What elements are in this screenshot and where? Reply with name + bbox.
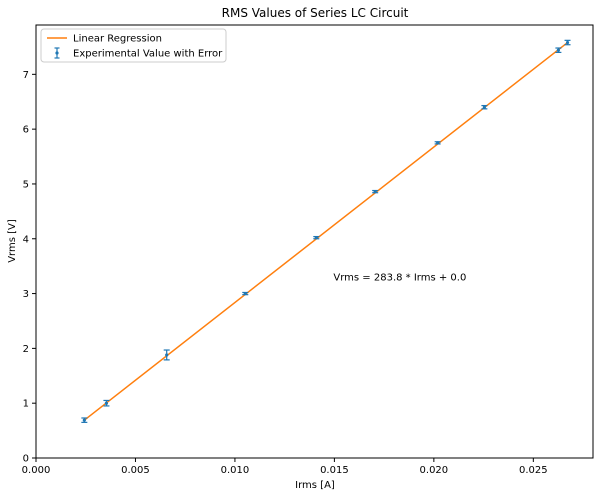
x-tick-label: 0.015 xyxy=(320,465,349,476)
x-tick-label: 0.025 xyxy=(519,465,548,476)
data-point xyxy=(436,141,440,145)
y-tick-label: 0 xyxy=(23,454,29,465)
x-tick-label: 0.010 xyxy=(221,465,250,476)
legend: Linear Regression Experimental Value with… xyxy=(40,28,227,63)
data-point xyxy=(243,291,247,296)
plot-frame xyxy=(35,24,594,459)
y-tick-label: 4 xyxy=(23,234,29,245)
regression-equation: Vrms = 283.8 * Irms + 0.0 xyxy=(333,273,466,284)
data-point xyxy=(373,190,377,194)
legend-label: Experimental Value with Error xyxy=(73,49,223,60)
legend-box xyxy=(40,28,227,63)
data-point xyxy=(82,418,86,422)
x-tick-label: 0.005 xyxy=(121,465,150,476)
legend-point-swatch xyxy=(55,51,59,55)
y-tick-label: 3 xyxy=(23,289,29,300)
data-point xyxy=(314,236,318,240)
y-tick-label: 5 xyxy=(23,179,29,190)
x-axis-label: Irms [A] xyxy=(295,480,335,491)
x-tick-label: 0.000 xyxy=(22,465,51,476)
data-point xyxy=(165,353,169,357)
y-tick-label: 6 xyxy=(23,125,29,136)
y-tick-label: 2 xyxy=(23,344,29,355)
legend-label: Linear Regression xyxy=(73,34,162,45)
y-tick-label: 7 xyxy=(23,70,29,81)
x-tick-label: 0.020 xyxy=(420,465,449,476)
data-point xyxy=(104,401,109,405)
data-point xyxy=(482,105,486,109)
chart-title: RMS Values of Series LC Circuit xyxy=(222,6,409,20)
regression-line xyxy=(83,41,568,421)
plot-area: 0.000 0.005 0.010 0.015 0.020 0.025 0 1 2 3 4 5 6 7 Vr… xyxy=(22,24,594,476)
y-axis-label: Vrms [V] xyxy=(7,219,18,263)
y-tick-label: 1 xyxy=(23,399,29,410)
data-point xyxy=(556,48,560,52)
data-point xyxy=(565,40,570,45)
